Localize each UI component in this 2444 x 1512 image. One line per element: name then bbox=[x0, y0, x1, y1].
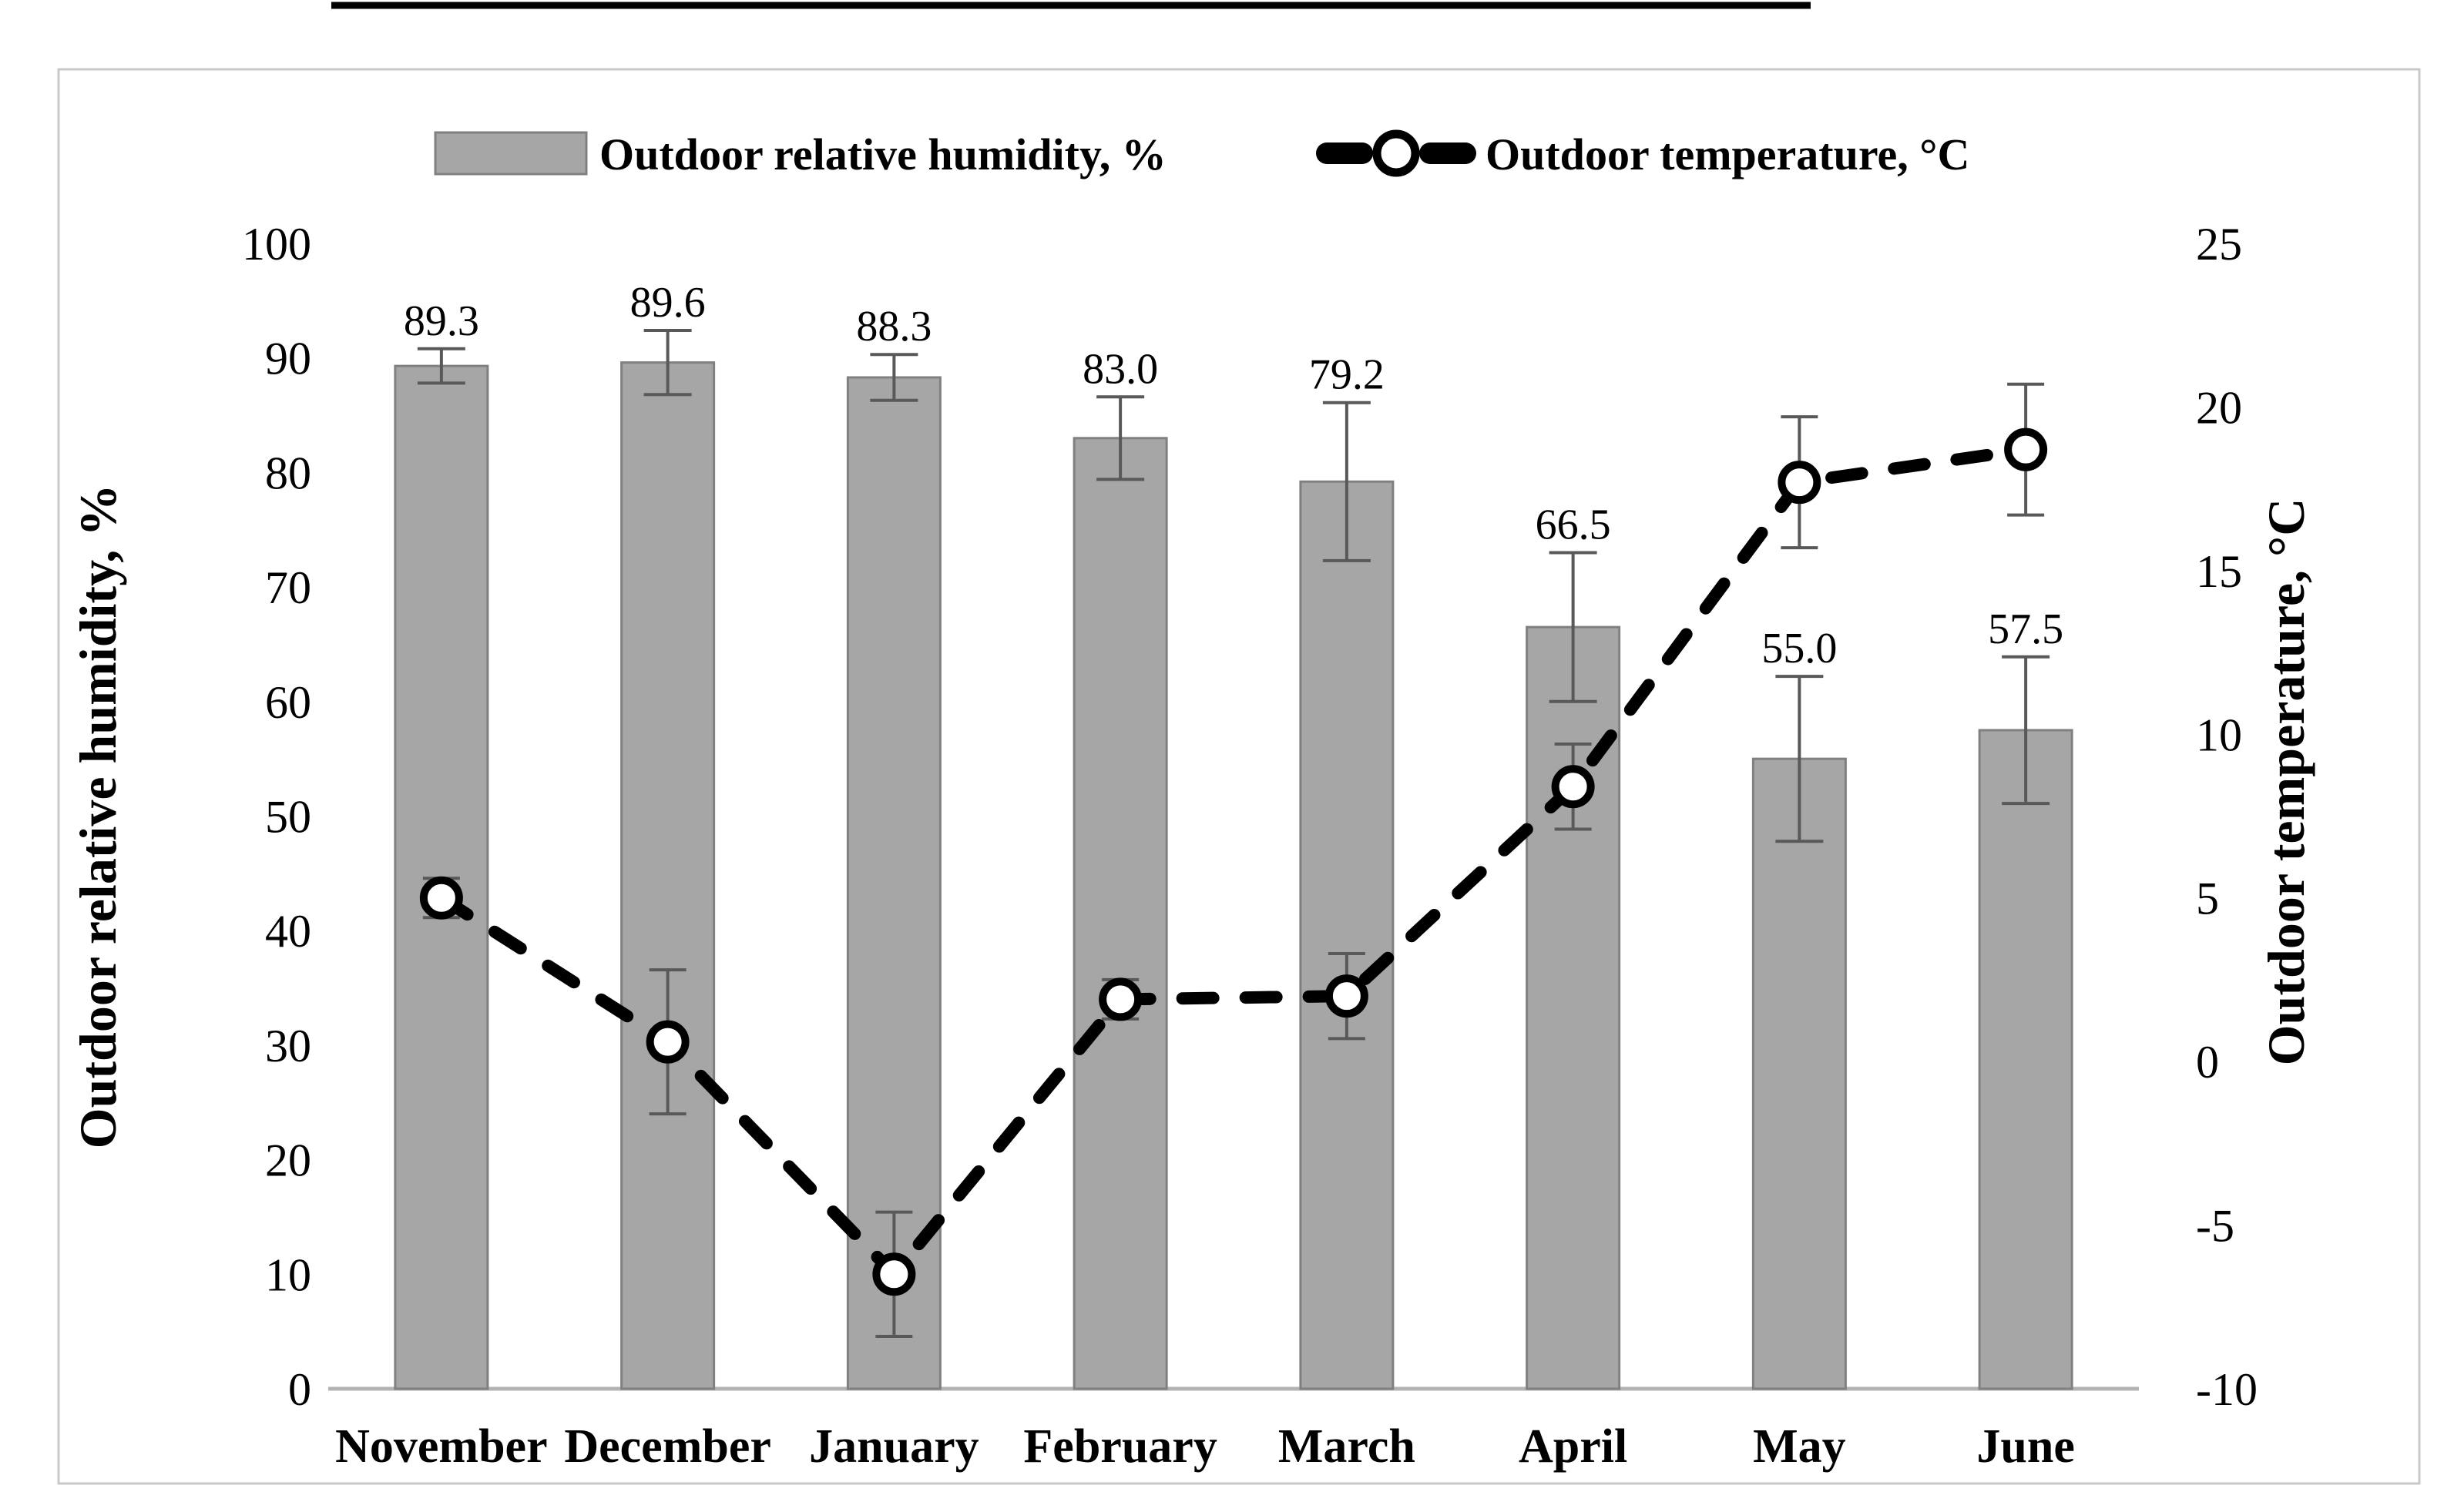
humidity-value-label: 79.2 bbox=[1309, 351, 1385, 399]
humidity-value-label: 55.0 bbox=[1761, 625, 1837, 672]
legend-bar-swatch-icon bbox=[434, 131, 588, 176]
humidity-value-label: 57.5 bbox=[1988, 605, 2063, 653]
humidity-value-label: 88.3 bbox=[856, 303, 932, 350]
temperature-marker-icon bbox=[646, 1020, 690, 1064]
figure-border bbox=[57, 68, 2421, 1485]
humidity-value-labels: 89.3 89.6 88.3 83.0 79.2 66.5 55.0 57.5 bbox=[404, 279, 2063, 672]
humidity-error-bars bbox=[417, 329, 2050, 843]
right-axis-tick-label: 5 bbox=[2196, 873, 2219, 924]
humidity-error-bar bbox=[417, 347, 465, 385]
right-axis-tick-label: -10 bbox=[2196, 1364, 2258, 1415]
category-label: December bbox=[564, 1420, 771, 1473]
humidity-error-bar bbox=[1775, 675, 1824, 843]
category-label: November bbox=[335, 1420, 547, 1473]
left-axis-tick-label: 10 bbox=[265, 1249, 311, 1300]
left-axis-tick-labels: 0 10 20 30 40 50 60 70 80 90 100 bbox=[242, 219, 311, 1415]
humidity-bar bbox=[1751, 757, 1847, 1390]
humidity-bar bbox=[1299, 480, 1395, 1390]
left-axis-tick-label: 90 bbox=[265, 334, 311, 384]
left-axis-tick-label: 80 bbox=[265, 448, 311, 498]
category-label: January bbox=[809, 1420, 979, 1473]
temperature-line-group bbox=[435, 443, 2033, 1281]
humidity-error-bar bbox=[1549, 551, 1597, 703]
humidity-error-bar bbox=[1096, 395, 1145, 481]
right-axis-tick-labels: -10 -5 0 5 10 15 20 25 bbox=[2196, 219, 2258, 1415]
category-axis-labels: November December January February March Apri… bbox=[335, 1420, 2075, 1473]
left-axis-tick-label: 0 bbox=[288, 1364, 311, 1415]
legend-line-label: Outdoor temperature, °C bbox=[1486, 129, 1969, 179]
legend-bar-label: Outdoor relative humidity, % bbox=[599, 129, 1167, 179]
left-axis-tick-label: 100 bbox=[242, 219, 311, 270]
humidity-error-bar bbox=[870, 353, 918, 402]
temperature-marker-icon bbox=[1778, 461, 1821, 505]
right-axis-tick-label: 25 bbox=[2196, 219, 2242, 270]
temperature-marker-icon bbox=[1099, 977, 1143, 1021]
temperature-markers bbox=[419, 427, 2048, 1296]
humidity-bars bbox=[394, 361, 2073, 1390]
left-axis-tick-label: 50 bbox=[265, 792, 311, 843]
left-axis-tick-label: 20 bbox=[265, 1135, 311, 1186]
right-axis-title: Outdoor temperature, °C bbox=[2257, 498, 2315, 1066]
left-axis-tick-label: 30 bbox=[265, 1021, 311, 1071]
humidity-value-label: 89.6 bbox=[630, 279, 706, 327]
temperature-marker-icon bbox=[419, 876, 463, 920]
category-label: April bbox=[1519, 1420, 1627, 1473]
left-axis-tick-label: 60 bbox=[265, 677, 311, 728]
category-label: March bbox=[1278, 1420, 1415, 1473]
temperature-marker-icon bbox=[1551, 765, 1595, 809]
humidity-bar bbox=[1073, 437, 1168, 1390]
left-axis-title: Outdoor relative humidity, % bbox=[69, 484, 127, 1149]
left-axis-tick-label: 40 bbox=[265, 906, 311, 957]
right-axis-tick-label: 20 bbox=[2196, 382, 2242, 433]
humidity-bar bbox=[620, 361, 716, 1390]
temperature-line bbox=[435, 443, 2033, 1281]
humidity-error-bar bbox=[1322, 401, 1371, 562]
humidity-error-bar bbox=[2002, 655, 2050, 806]
right-axis-tick-label: 15 bbox=[2196, 546, 2242, 597]
left-axis-tick-label: 70 bbox=[265, 562, 311, 613]
humidity-value-label: 66.5 bbox=[1536, 501, 1611, 548]
right-axis-tick-label: -5 bbox=[2196, 1201, 2234, 1252]
right-axis-tick-label: 0 bbox=[2196, 1037, 2219, 1088]
category-label: February bbox=[1023, 1420, 1217, 1473]
category-label: June bbox=[1976, 1420, 2074, 1473]
category-label: May bbox=[1753, 1420, 1846, 1473]
temperature-marker-icon bbox=[2004, 427, 2048, 471]
temperature-marker-icon bbox=[872, 1252, 916, 1296]
humidity-error-bar bbox=[643, 329, 692, 397]
humidity-bar bbox=[1978, 729, 2073, 1390]
legend: Outdoor relative humidity, % Outdoor tem… bbox=[434, 129, 1969, 179]
right-axis-tick-label: 10 bbox=[2196, 709, 2242, 760]
humidity-value-label: 83.0 bbox=[1083, 345, 1158, 393]
temperature-marker-icon bbox=[1324, 974, 1368, 1018]
humidity-value-label: 89.3 bbox=[404, 297, 479, 345]
legend-line-marker-icon bbox=[1316, 129, 1476, 177]
